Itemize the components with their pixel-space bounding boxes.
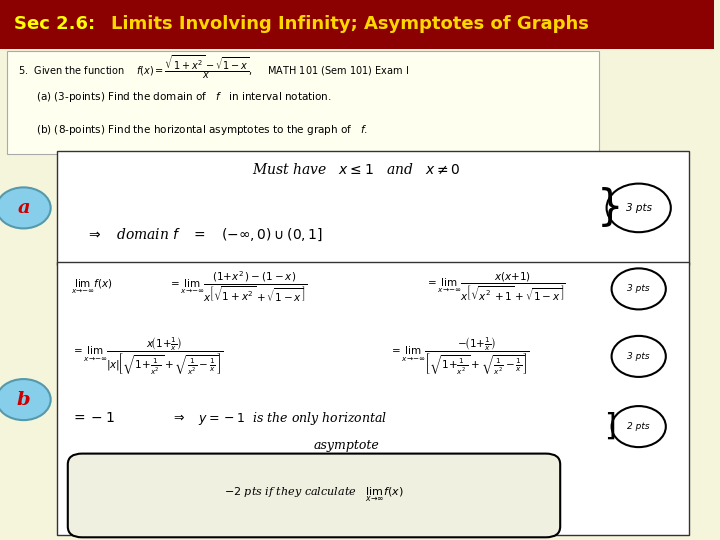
Text: ]: ]: [604, 412, 616, 441]
Text: Sec 2.6:: Sec 2.6:: [14, 15, 95, 33]
Text: Must have   $x \leq 1$   and   $x \neq 0$: Must have $x \leq 1$ and $x \neq 0$: [253, 163, 461, 177]
Text: $-2$ pts if they calculate   $\lim_{x\to\infty} f(x)$: $-2$ pts if they calculate $\lim_{x\to\i…: [224, 486, 404, 504]
Text: 3 pts: 3 pts: [627, 352, 650, 361]
Circle shape: [0, 187, 50, 228]
FancyBboxPatch shape: [68, 454, 560, 537]
FancyBboxPatch shape: [0, 0, 714, 49]
Text: a: a: [17, 199, 30, 217]
Text: 3 pts: 3 pts: [626, 203, 652, 213]
FancyBboxPatch shape: [57, 151, 688, 265]
Text: (a) (3-points) Find the domain of   $f$   in interval notation.: (a) (3-points) Find the domain of $f$ in…: [36, 90, 331, 104]
Text: $\Rightarrow$   domain $f$   $=$   $(-\infty, 0) \cup (0, 1]$: $\Rightarrow$ domain $f$ $=$ $(-\infty, …: [86, 227, 323, 243]
FancyBboxPatch shape: [7, 51, 600, 154]
Text: Limits Involving Infinity; Asymptotes of Graphs: Limits Involving Infinity; Asymptotes of…: [111, 15, 588, 33]
Circle shape: [0, 379, 50, 420]
Text: 2 pts: 2 pts: [627, 422, 650, 431]
Text: $\lim_{x\to -\infty} f(x)$: $\lim_{x\to -\infty} f(x)$: [71, 278, 113, 296]
Text: b: b: [17, 390, 30, 409]
Text: $= \lim_{x\to -\infty} \dfrac{x\!\left(1+\frac{1}{x}\right)}{|x|\!\left[\sqrt{1+: $= \lim_{x\to -\infty} \dfrac{x\!\left(1…: [71, 336, 224, 377]
Text: (b) (8-points) Find the horizontal asymptotes to the graph of   $f$.: (b) (8-points) Find the horizontal asymp…: [36, 123, 368, 137]
Text: asymptote: asymptote: [314, 439, 379, 452]
Text: $= \lim_{x\to -\infty} \dfrac{(1+x^2)-(1-x)}{x\left[\sqrt{1+x^2}+\sqrt{1-x}\righ: $= \lim_{x\to -\infty} \dfrac{(1+x^2)-(1…: [168, 270, 307, 305]
Text: $\Rightarrow$   $y = -1$  is the only horizontal: $\Rightarrow$ $y = -1$ is the only horiz…: [171, 410, 387, 427]
FancyBboxPatch shape: [57, 262, 688, 535]
Text: $=\lim_{x\to -\infty} \dfrac{x(x+1)}{x\left[\sqrt{x^2+1}+\sqrt{1-x}\right]}$: $=\lim_{x\to -\infty} \dfrac{x(x+1)}{x\l…: [425, 271, 565, 303]
Text: $= -1$: $= -1$: [71, 411, 115, 426]
Text: }: }: [597, 187, 624, 229]
Text: 3 pts: 3 pts: [627, 285, 650, 293]
Text: $= \lim_{x\to -\infty} \dfrac{-\!\left(1+\frac{1}{x}\right)}{\left[\sqrt{1+\frac: $= \lim_{x\to -\infty} \dfrac{-\!\left(1…: [389, 336, 530, 377]
Text: 5.  Given the function    $f(x) = \dfrac{\sqrt{1+x^2} - \sqrt{1-x}}{x}$,     MAT: 5. Given the function $f(x) = \dfrac{\sq…: [18, 53, 409, 82]
